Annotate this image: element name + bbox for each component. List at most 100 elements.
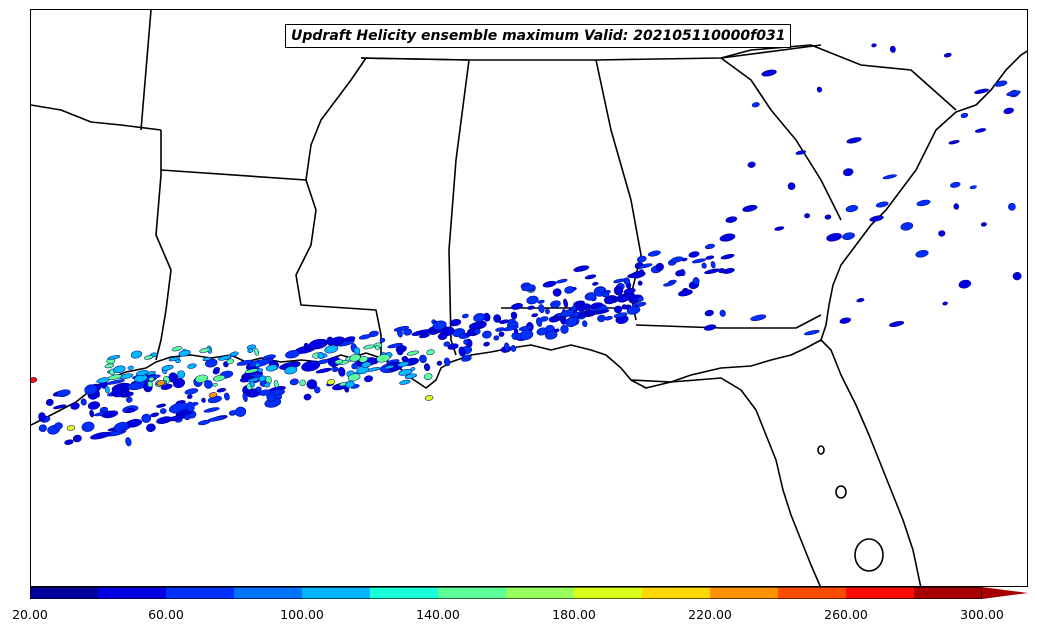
helicity-cell — [306, 379, 318, 390]
helicity-cell — [613, 305, 623, 314]
helicity-cell — [326, 379, 336, 385]
helicity-cell — [70, 402, 80, 410]
helicity-cell — [406, 350, 419, 356]
helicity-cell — [404, 373, 417, 379]
helicity-cell — [510, 311, 518, 320]
helicity-cell — [363, 344, 375, 350]
helicity-cell — [410, 367, 416, 371]
helicity-cell — [53, 404, 67, 410]
florida-west-coast — [630, 377, 822, 586]
helicity-cell — [87, 401, 101, 410]
helicity-cell — [473, 313, 486, 323]
helicity-cell — [314, 386, 321, 394]
mississippi-river — [295, 57, 382, 355]
helicity-cell — [626, 306, 641, 315]
helicity-cell — [64, 439, 74, 445]
colorbar-segment — [234, 587, 302, 599]
helicity-cell — [285, 350, 300, 359]
helicity-cell — [974, 88, 990, 94]
helicity-cell — [259, 389, 271, 396]
helicity-cell — [550, 300, 561, 308]
helicity-cell — [545, 308, 550, 315]
helicity-cell — [536, 327, 548, 336]
helicity-cell — [943, 52, 952, 58]
helicity-cell — [399, 379, 411, 385]
helicity-cell — [816, 86, 823, 93]
helicity-cell — [203, 407, 220, 413]
helicity-cell — [345, 380, 355, 389]
helicity-cell — [704, 243, 716, 250]
helicity-cell — [510, 303, 523, 310]
helicity-cell — [636, 255, 647, 263]
helicity-cell — [364, 375, 373, 383]
helicity-cell — [960, 112, 969, 118]
helicity-cell — [704, 268, 721, 275]
helicity-cell — [72, 434, 82, 443]
helicity-cell — [751, 102, 760, 108]
helicity-cell — [647, 250, 661, 257]
helicity-cell — [338, 366, 346, 377]
helicity-cell — [518, 325, 532, 331]
helicity-cell — [502, 325, 519, 332]
helicity-cell — [187, 363, 197, 369]
helicity-cell — [443, 357, 451, 367]
helicity-cell — [361, 361, 372, 368]
helicity-cell — [590, 302, 603, 309]
colorbar-segment — [710, 587, 778, 599]
helicity-cell — [447, 343, 459, 350]
helicity-cell — [869, 215, 884, 222]
helicity-cell — [104, 363, 115, 369]
helicity-cell — [186, 394, 193, 399]
helicity-cell — [483, 341, 490, 347]
lake-okeechobee — [854, 538, 884, 572]
helicity-cell — [637, 280, 643, 286]
helicity-cell — [242, 392, 248, 402]
helicity-cell — [584, 274, 597, 280]
helicity-cell — [592, 281, 599, 286]
helicity-swaths — [31, 43, 1022, 447]
helicity-cell — [202, 357, 212, 362]
helicity-cell — [90, 431, 111, 440]
helicity-cell — [351, 363, 359, 370]
helicity-cell — [443, 341, 451, 347]
helicity-cell — [938, 230, 946, 237]
helicity-cell — [171, 346, 183, 352]
helicity-cell — [56, 389, 71, 397]
colorbar-tick: 180.00 — [552, 607, 596, 622]
helicity-cell — [289, 378, 299, 386]
helicity-cell — [573, 300, 586, 308]
helicity-cell — [882, 174, 897, 180]
helicity-cell — [462, 354, 472, 360]
helicity-cell — [552, 288, 562, 297]
helicity-cell — [635, 302, 647, 307]
helicity-cell — [915, 249, 929, 258]
helicity-cell — [366, 367, 381, 372]
helicity-cell — [564, 286, 575, 294]
colorbar-segment — [642, 587, 710, 599]
colorbar-segment — [506, 587, 574, 599]
helicity-cell — [839, 317, 852, 324]
helicity-cell — [81, 421, 95, 432]
helicity-cell — [119, 426, 131, 431]
helicity-cell — [616, 294, 629, 303]
helicity-cell — [1006, 90, 1021, 97]
helicity-cell — [102, 410, 119, 419]
helicity-cell — [725, 216, 738, 223]
colorbar-segment — [914, 587, 982, 599]
helicity-cell — [437, 332, 448, 340]
helicity-cell — [38, 424, 47, 432]
helicity-cell — [156, 403, 167, 408]
helicity-cell — [980, 222, 987, 227]
helicity-cell — [411, 329, 433, 336]
helicity-cell — [556, 279, 568, 284]
helicity-cell — [950, 181, 961, 188]
helicity-cell — [623, 288, 636, 295]
helicity-cell — [80, 398, 87, 406]
helicity-cell — [845, 205, 859, 213]
helicity-cell — [1012, 272, 1022, 281]
helicity-cell — [397, 361, 410, 367]
helicity-cell — [375, 345, 380, 351]
helicity-cell — [636, 296, 644, 302]
helicity-cell — [461, 313, 469, 319]
helicity-cell — [463, 339, 469, 345]
